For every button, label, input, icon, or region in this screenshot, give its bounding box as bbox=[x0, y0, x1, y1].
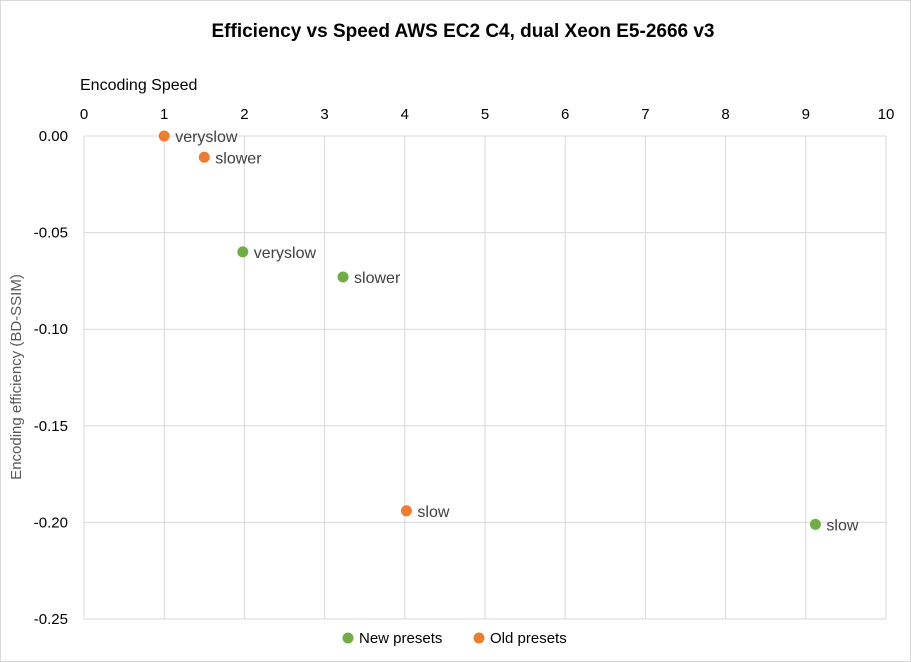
data-label: veryslow bbox=[254, 245, 317, 262]
data-label: slow bbox=[417, 504, 449, 521]
data-point bbox=[400, 505, 412, 517]
legend-marker bbox=[342, 632, 354, 644]
data-point bbox=[198, 151, 210, 163]
y-tick-label: 0.00 bbox=[39, 128, 68, 145]
legend-entry: New presets bbox=[359, 630, 442, 647]
data-label: slower bbox=[215, 150, 262, 167]
data-point bbox=[809, 518, 821, 530]
data-point bbox=[158, 130, 170, 142]
y-axis-title: Encoding efficiency (BD-SSIM) bbox=[8, 274, 25, 480]
point-layer: veryslow slower slow veryslow slower slow bbox=[158, 129, 859, 534]
x-tick-label: 7 bbox=[641, 106, 649, 123]
y-tick-label: -0.25 bbox=[34, 611, 68, 628]
x-tick-label: 3 bbox=[320, 106, 328, 123]
y-tick-label: -0.10 bbox=[34, 321, 68, 338]
tick-layer: 0 1 2 3 4 5 6 7 8 9 10 0.00 -0.05 -0.10 -0.15 -0.20 -0.2… bbox=[34, 106, 895, 628]
legend: New presets Old presets bbox=[342, 630, 567, 647]
data-label: veryslow bbox=[175, 129, 238, 146]
data-point bbox=[337, 271, 349, 283]
x-axis-title: Encoding Speed bbox=[80, 77, 197, 94]
data-label: slow bbox=[826, 517, 858, 534]
y-tick-label: -0.15 bbox=[34, 418, 68, 435]
x-tick-label: 4 bbox=[401, 106, 409, 123]
data-point bbox=[237, 246, 249, 258]
x-tick-label: 0 bbox=[80, 106, 88, 123]
x-tick-label: 8 bbox=[721, 106, 729, 123]
chart-title: Efficiency vs Speed AWS EC2 C4, dual Xeo… bbox=[212, 21, 715, 42]
x-tick-label: 5 bbox=[481, 106, 489, 123]
legend-entry: Old presets bbox=[490, 630, 567, 647]
x-tick-label: 2 bbox=[240, 106, 248, 123]
data-label: slower bbox=[354, 270, 401, 287]
x-tick-label: 6 bbox=[561, 106, 569, 123]
y-tick-label: -0.20 bbox=[34, 514, 68, 531]
x-tick-label: 9 bbox=[802, 106, 810, 123]
x-tick-label: 10 bbox=[878, 106, 895, 123]
legend-marker bbox=[473, 632, 485, 644]
grid-layer bbox=[83, 135, 887, 620]
y-tick-label: -0.05 bbox=[34, 225, 68, 242]
x-tick-label: 1 bbox=[160, 106, 168, 123]
